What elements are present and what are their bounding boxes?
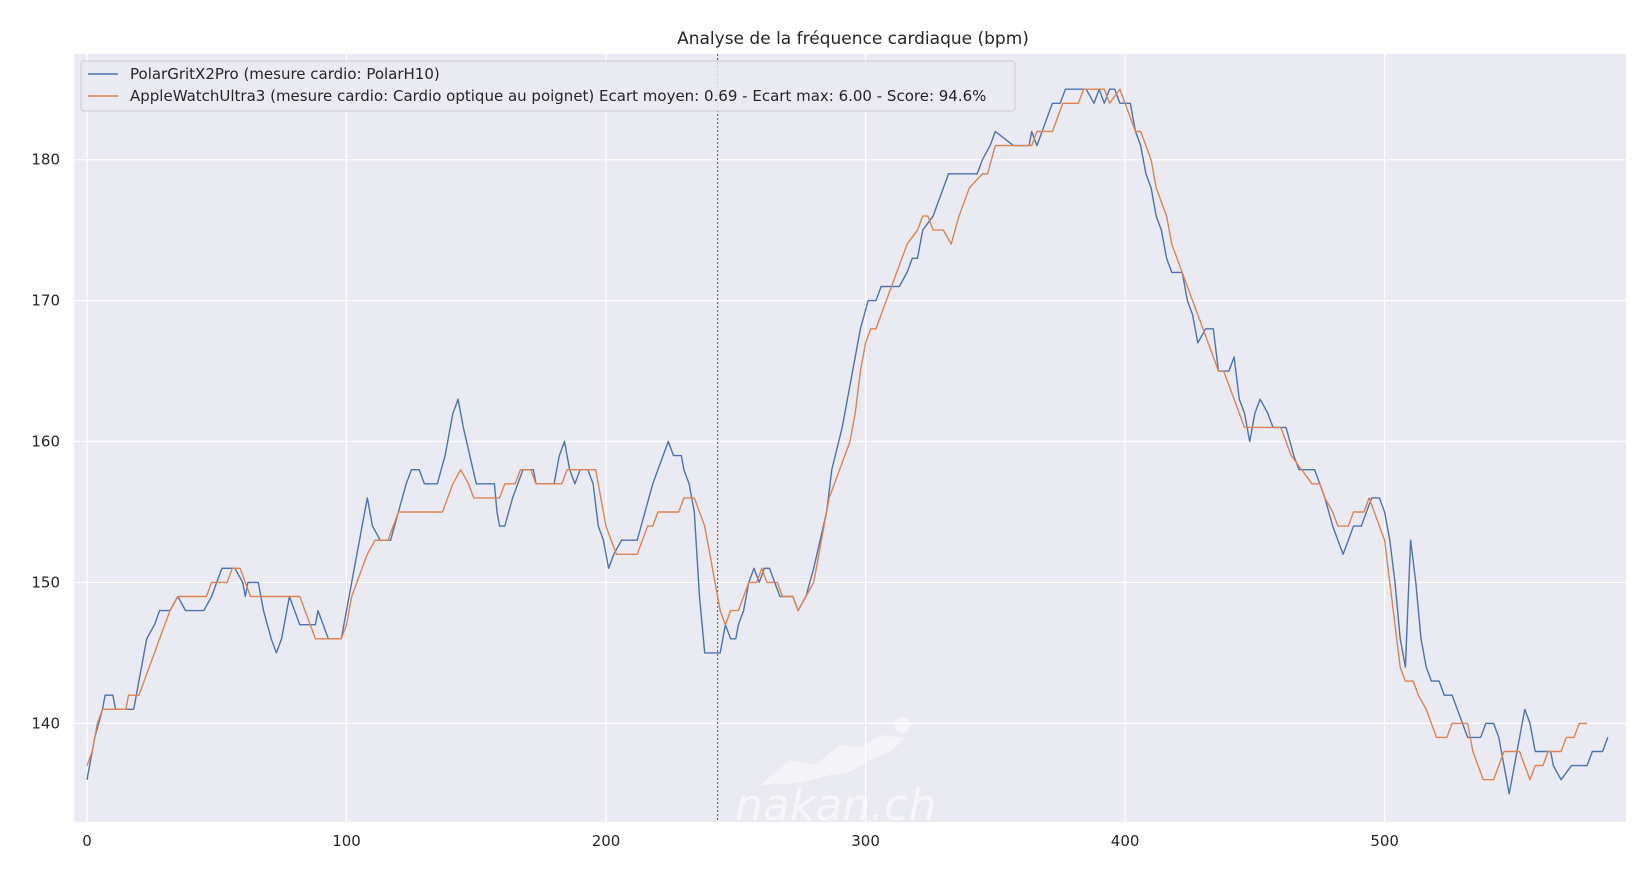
- series-line-0: [86, 88, 1609, 795]
- x-tick-label: 500: [1370, 832, 1399, 850]
- x-tick-label: 200: [592, 832, 621, 850]
- watermark-logo: nakan.ch: [735, 717, 936, 831]
- watermark-head-icon: [894, 717, 910, 733]
- series-line-1: [86, 88, 1588, 781]
- x-tick-label: 300: [851, 832, 880, 850]
- y-tick-label: 160: [31, 433, 60, 451]
- y-tick-label: 170: [31, 292, 60, 310]
- legend: PolarGritX2Pro (mesure cardio: PolarH10)…: [80, 60, 1016, 112]
- chart-title: Analyse de la fréquence cardiaque (bpm): [677, 29, 1029, 49]
- watermark-text: nakan.ch: [735, 780, 936, 831]
- x-tick-label: 400: [1111, 832, 1140, 850]
- legend-box: [80, 60, 1016, 112]
- grid-lines: [74, 54, 1626, 822]
- series-layer: [86, 88, 1609, 795]
- x-tick-label: 100: [332, 832, 361, 850]
- y-tick-label: 150: [31, 573, 60, 591]
- watermark-runner-icon: [760, 735, 905, 785]
- x-tick-label: 0: [82, 832, 92, 850]
- axis-ticks: 0 100 200 300 400 500 140 150 160 170 180: [31, 151, 1399, 850]
- y-tick-label: 180: [31, 151, 60, 169]
- legend-label-polar: PolarGritX2Pro (mesure cardio: PolarH10): [130, 65, 440, 83]
- y-tick-label: 140: [31, 714, 60, 732]
- legend-label-apple: AppleWatchUltra3 (mesure cardio: Cardio …: [130, 87, 986, 105]
